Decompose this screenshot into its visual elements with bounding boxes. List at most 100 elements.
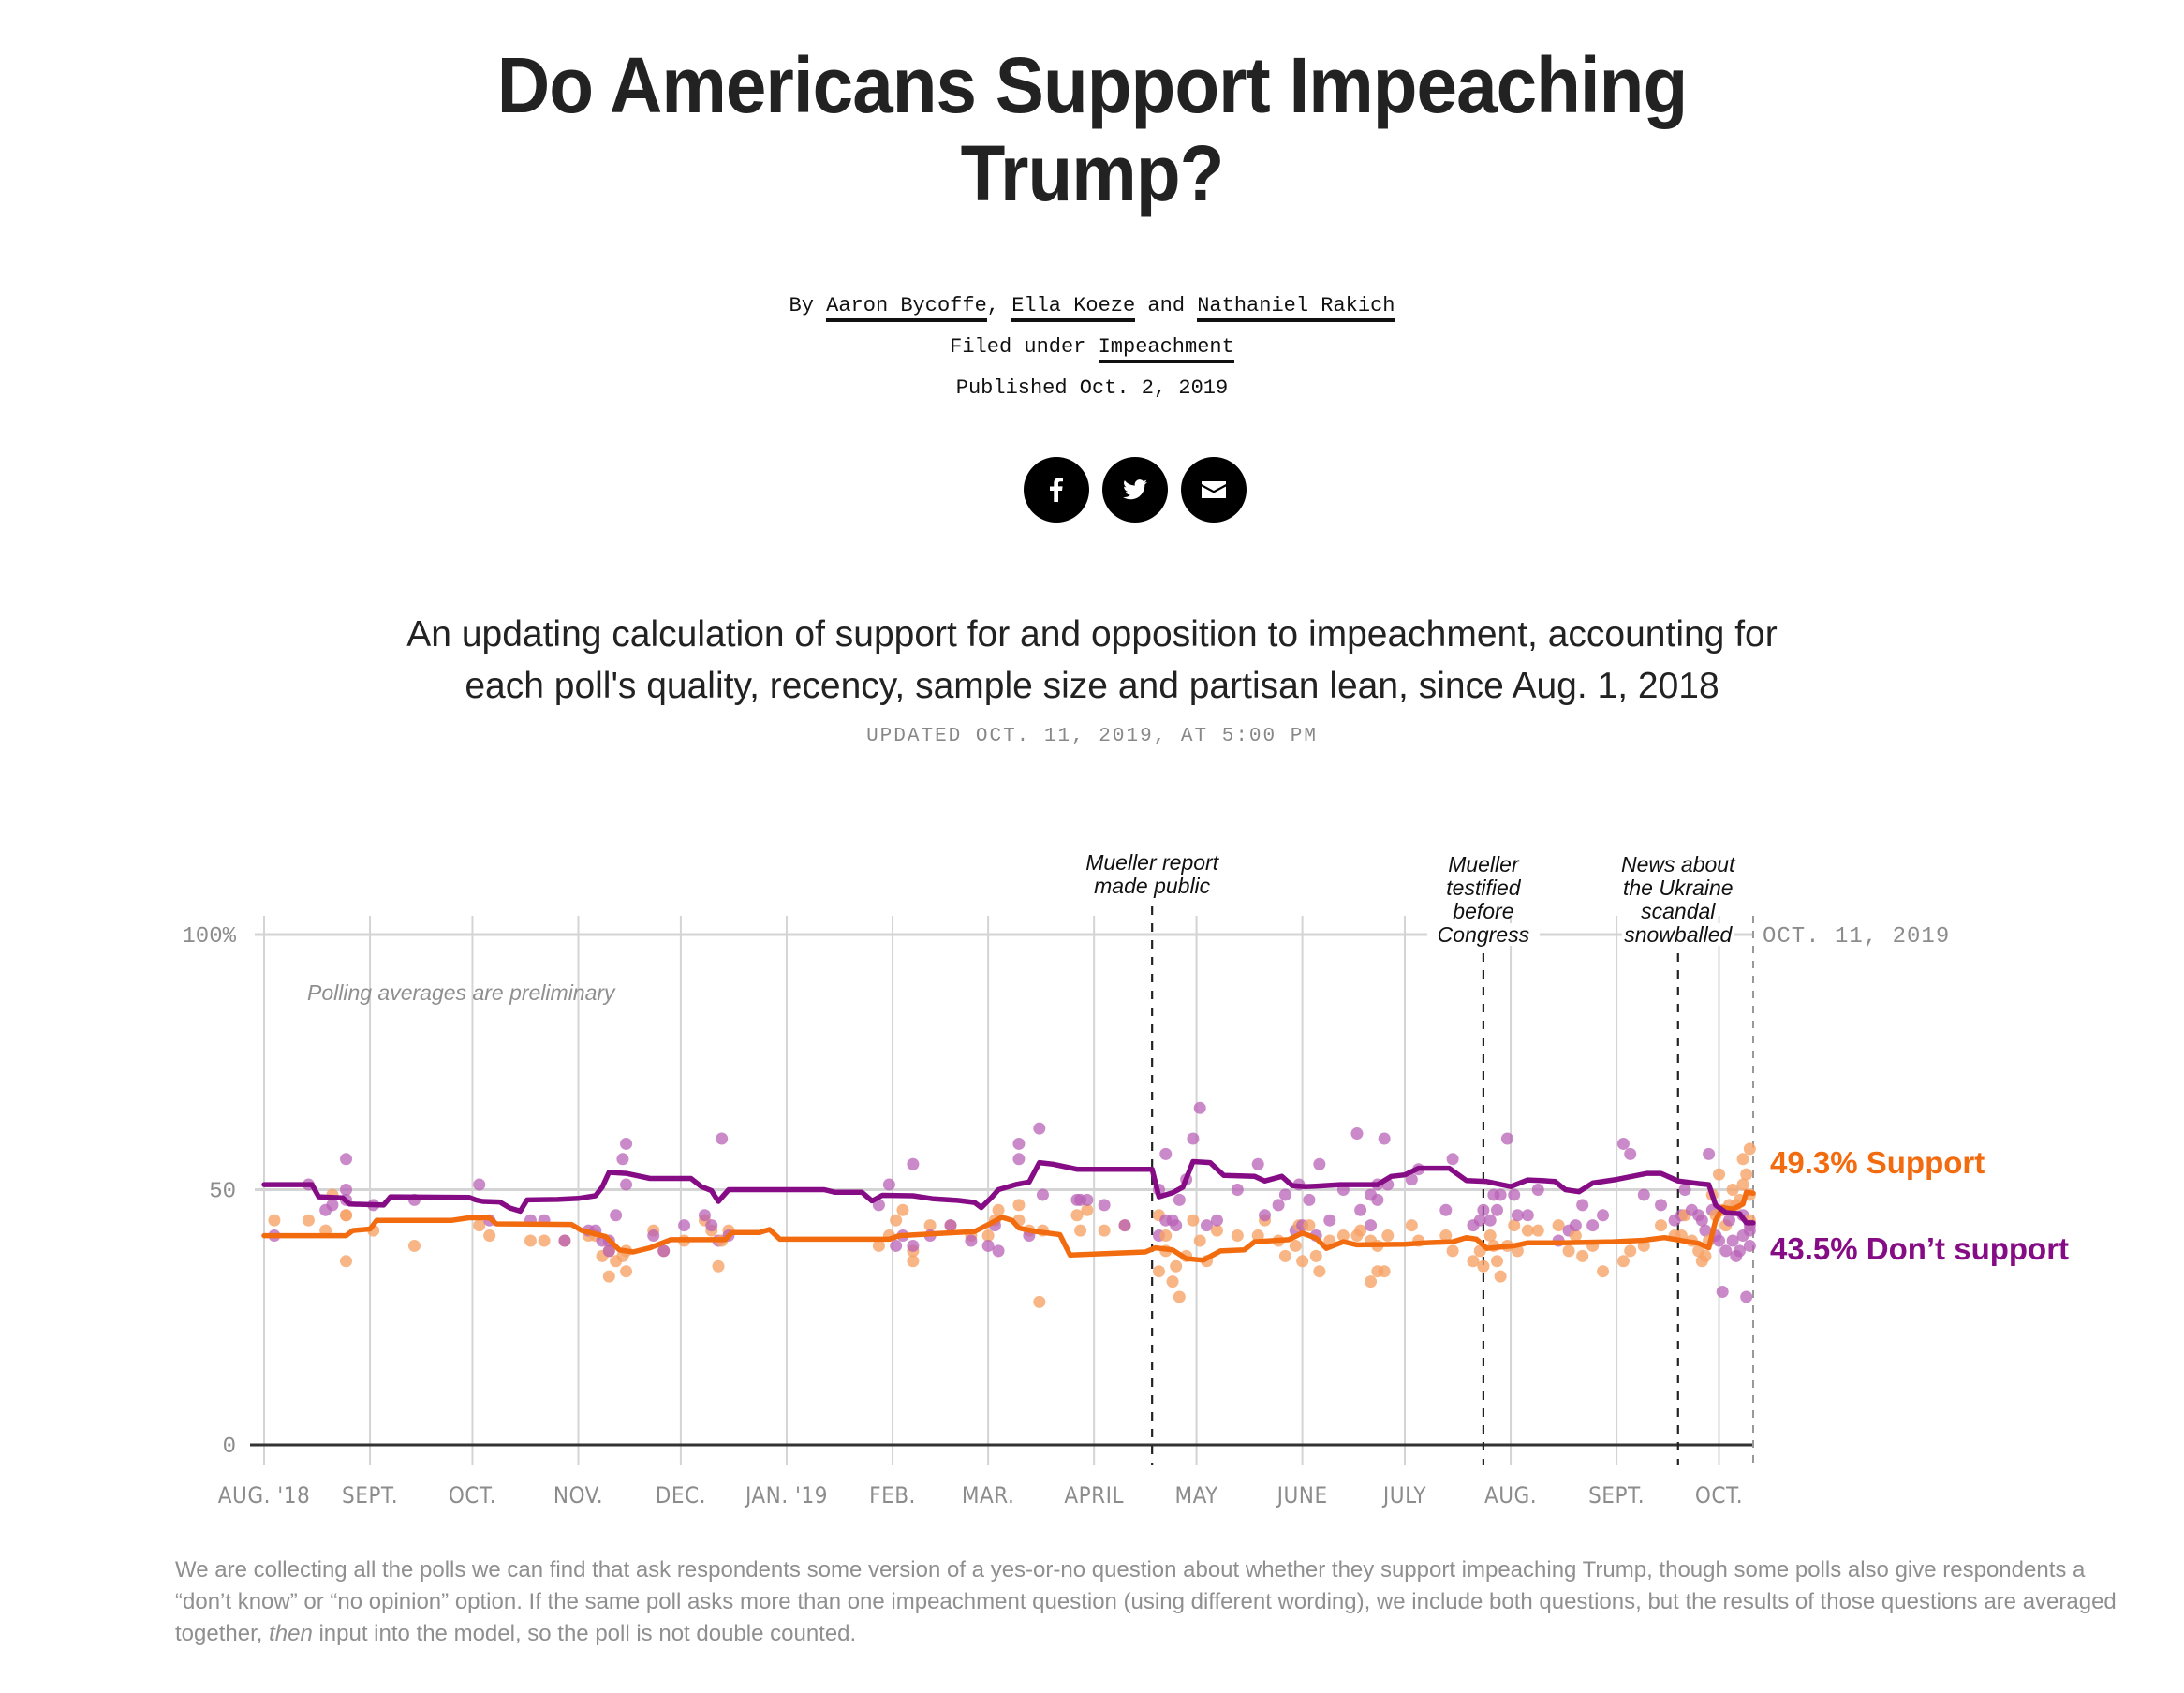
filed-under-label: Filed under xyxy=(950,335,1086,359)
poll-dot-oppose xyxy=(1743,1239,1756,1252)
support-average-line xyxy=(261,1189,1756,1263)
poll-dot-oppose xyxy=(890,1239,903,1252)
poll-dot-support xyxy=(302,1214,315,1227)
facebook-icon xyxy=(1050,478,1063,502)
poll-dot-oppose xyxy=(1511,1209,1524,1222)
poll-dot-oppose xyxy=(705,1219,718,1232)
poll-dot-support xyxy=(1726,1184,1739,1196)
poll-dot-oppose xyxy=(1655,1199,1668,1212)
poll-dot-support xyxy=(1378,1265,1391,1278)
poll-dot-oppose xyxy=(1531,1184,1544,1196)
poll-dot-support xyxy=(1365,1275,1378,1288)
poll-dot-support xyxy=(483,1229,496,1243)
poll-dot-support xyxy=(872,1239,885,1252)
poll-dot-support xyxy=(923,1219,937,1232)
poll-dot-oppose xyxy=(907,1239,920,1252)
poll-dot-oppose xyxy=(340,1184,353,1196)
y-tick-label: 50 xyxy=(209,1180,236,1205)
event-label: made public xyxy=(1094,874,1211,898)
poll-dot-support xyxy=(1624,1244,1637,1258)
poll-dot-support xyxy=(1231,1229,1244,1243)
poll-dot-support xyxy=(1531,1224,1544,1237)
poll-dot-support xyxy=(1552,1219,1565,1232)
poll-dot-oppose xyxy=(1678,1184,1691,1196)
poll-dot-oppose xyxy=(473,1178,486,1191)
poll-dot-oppose xyxy=(1569,1219,1582,1232)
poll-dot-support xyxy=(1405,1219,1418,1232)
author-link-ella-koeze[interactable]: Ella Koeze xyxy=(1011,294,1136,322)
poll-dot-oppose xyxy=(1637,1188,1650,1201)
poll-dot-support xyxy=(1616,1255,1630,1268)
poll-dot-support xyxy=(1289,1239,1302,1252)
poll-dot-oppose xyxy=(1490,1203,1503,1216)
poll-dot-oppose xyxy=(678,1219,691,1232)
poll-dot-oppose xyxy=(1719,1244,1733,1258)
chart-description: An updating calculation of support for a… xyxy=(0,609,2184,712)
poll-dot-support xyxy=(1166,1275,1179,1288)
impeachment-polling-chart: 0 50 100% AUG. '18 SEPT. OCT. NOV. DEC. JAN. '1… xyxy=(182,850,2069,1509)
poll-dot-support xyxy=(1033,1295,1046,1308)
methodology-footnote: We are collecting all the polls we can f… xyxy=(175,1554,2123,1650)
share-buttons xyxy=(1024,457,1247,523)
twitter-icon xyxy=(1123,479,1147,500)
poll-dot-oppose xyxy=(907,1157,920,1170)
poll-dot-support xyxy=(473,1219,486,1232)
poll-dot-oppose xyxy=(1743,1224,1756,1237)
poll-dot-oppose xyxy=(1508,1188,1521,1201)
poll-dot-support xyxy=(1569,1229,1582,1243)
author-link-aaron-bycoffe[interactable]: Aaron Bycoffe xyxy=(826,294,987,322)
share-twitter-button[interactable] xyxy=(1102,457,1168,523)
poll-dot-support xyxy=(1736,1178,1749,1191)
x-tick-label: SEPT. xyxy=(1588,1482,1645,1509)
poll-dot-oppose xyxy=(1405,1173,1418,1186)
share-email-button[interactable] xyxy=(1181,457,1247,523)
x-tick-label: APRIL xyxy=(1064,1482,1124,1509)
x-tick-label: OCT. xyxy=(1695,1482,1743,1509)
poll-dot-oppose xyxy=(1365,1219,1378,1232)
poll-dot-support xyxy=(1597,1265,1610,1278)
preliminary-note: Polling averages are preliminary xyxy=(307,980,616,1005)
y-tick-label: 100% xyxy=(182,924,236,950)
page-title: Do Americans Support Impeaching Trump? xyxy=(77,41,2108,217)
poll-dot-oppose xyxy=(616,1153,629,1166)
x-tick-label: MAY xyxy=(1174,1482,1218,1509)
poll-dot-support xyxy=(992,1203,1005,1216)
poll-dot-oppose xyxy=(647,1229,660,1243)
poll-dot-oppose xyxy=(657,1244,671,1258)
poll-dot-support xyxy=(1354,1224,1367,1237)
chart-description-line-2: each poll's quality, recency, sample siz… xyxy=(465,666,1719,706)
poll-dot-oppose xyxy=(1716,1286,1729,1298)
poll-dot-support xyxy=(340,1255,353,1268)
poll-dot-support xyxy=(890,1214,903,1227)
y-axis: 0 50 100% xyxy=(182,924,236,1460)
poll-dot-oppose xyxy=(1624,1147,1637,1160)
byline-and: and xyxy=(1147,294,1186,317)
poll-dot-support xyxy=(1446,1244,1459,1258)
poll-dot-support xyxy=(1483,1229,1497,1243)
poll-dot-oppose xyxy=(1616,1137,1630,1150)
poll-dot-support xyxy=(1740,1168,1753,1181)
poll-dot-oppose xyxy=(558,1234,571,1247)
poll-dot-oppose xyxy=(340,1153,353,1166)
share-facebook-button[interactable] xyxy=(1024,457,1089,523)
poll-dot-oppose xyxy=(1483,1214,1497,1227)
poll-dot-support xyxy=(1309,1249,1322,1262)
event-label: Mueller report xyxy=(1085,850,1219,875)
author-link-nathaniel-rakich[interactable]: Nathaniel Rakich xyxy=(1197,294,1395,322)
poll-dot-support xyxy=(602,1270,615,1283)
event-label: snowballed xyxy=(1624,922,1733,947)
topic-link-impeachment[interactable]: Impeachment xyxy=(1098,335,1234,363)
x-tick-label: MAR. xyxy=(962,1482,1014,1509)
poll-dot-support xyxy=(1173,1290,1186,1303)
poll-dot-support xyxy=(1467,1255,1480,1268)
poll-dot-support xyxy=(1070,1209,1084,1222)
poll-dot-support xyxy=(907,1255,920,1268)
poll-dot-oppose xyxy=(1259,1209,1272,1222)
poll-dot-oppose xyxy=(992,1244,1005,1258)
poll-dot-oppose xyxy=(1378,1132,1391,1145)
x-tick-label: AUG. '18 xyxy=(218,1482,310,1509)
event-label: the Ukraine xyxy=(1623,876,1734,900)
poll-dot-oppose xyxy=(1586,1219,1600,1232)
